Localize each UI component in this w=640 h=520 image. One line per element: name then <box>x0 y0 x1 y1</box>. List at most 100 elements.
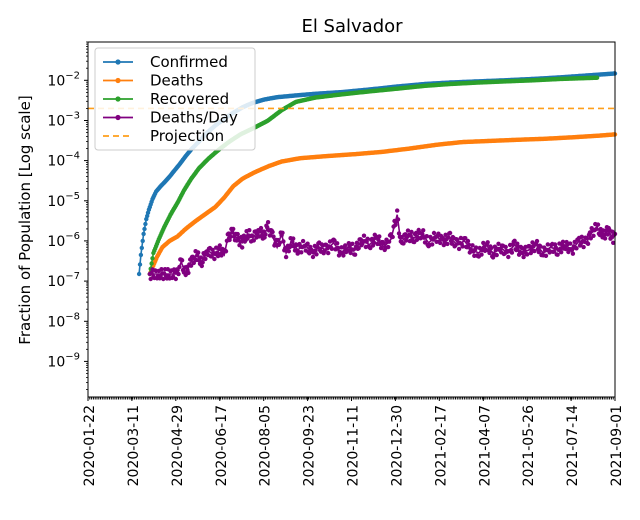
series-point <box>421 228 426 233</box>
series-point <box>534 238 540 244</box>
series-point <box>396 231 402 236</box>
series-point <box>506 254 511 260</box>
series-point <box>395 217 401 222</box>
series-point <box>199 263 204 269</box>
series-point <box>142 226 147 232</box>
series-point <box>371 240 377 245</box>
x-tick-label: 2020-08-05 <box>258 405 274 486</box>
y-tick-exponent: −5 <box>65 191 80 202</box>
series-point <box>465 238 471 244</box>
series-point <box>594 227 599 232</box>
y-tick-label: 10−6 <box>47 231 80 250</box>
y-tick-exponent: −9 <box>65 351 80 362</box>
x-tick-label: 2021-09-01 <box>609 405 625 486</box>
series-point <box>228 234 233 239</box>
x-tick-label: 2020-01-22 <box>82 405 98 486</box>
series-point <box>188 263 194 268</box>
series-point <box>150 256 155 261</box>
series-point <box>521 254 526 260</box>
legend-label: Deaths <box>150 72 203 90</box>
x-tick-label: 2020-03-11 <box>126 405 142 486</box>
x-tick-label: 2021-07-14 <box>565 405 581 486</box>
x-tick-label: 2020-06-17 <box>214 405 230 486</box>
series-point <box>231 226 236 232</box>
series-point <box>196 250 201 255</box>
y-axis-label: Fraction of Population [Log scale] <box>16 95 34 344</box>
y-tick-label: 10−5 <box>47 191 80 210</box>
series-point <box>551 249 557 254</box>
legend-marker <box>115 59 121 65</box>
series-point <box>563 246 568 252</box>
series-point <box>420 231 425 237</box>
series-point <box>386 244 391 250</box>
x-tick-label: 2021-02-17 <box>433 405 449 486</box>
series-point <box>138 252 144 258</box>
series-point <box>377 234 382 239</box>
series-point <box>485 240 490 245</box>
y-tick-label: 10−4 <box>47 151 80 170</box>
series-point <box>149 270 154 275</box>
series-point <box>460 244 465 249</box>
legend-marker <box>115 114 121 121</box>
series-point <box>198 255 204 260</box>
series-point <box>286 249 291 254</box>
series-point <box>249 233 255 238</box>
series-point <box>395 208 400 213</box>
series-point <box>283 254 289 260</box>
series-point <box>487 250 492 256</box>
series-point <box>440 236 446 241</box>
series-point <box>159 267 164 272</box>
series-point <box>137 262 143 267</box>
y-tick-exponent: −4 <box>65 151 80 162</box>
series-point <box>240 245 245 250</box>
series-point <box>390 234 395 240</box>
series-point <box>140 238 145 244</box>
chart-title: El Salvador <box>301 16 403 37</box>
series-point <box>408 233 413 238</box>
series-point <box>345 248 351 253</box>
series-point <box>591 233 596 238</box>
series-point <box>351 247 356 252</box>
series-point <box>424 234 429 239</box>
legend-item: Deaths/Day <box>103 109 238 127</box>
series-point <box>393 222 398 228</box>
series-point <box>314 252 319 257</box>
series-point <box>585 241 591 246</box>
series-point <box>191 260 196 266</box>
legend-frame <box>94 47 256 151</box>
x-tick-label: 2020-11-11 <box>346 405 362 486</box>
series-point <box>574 246 579 251</box>
x-tick-label: 2020-09-23 <box>302 405 318 486</box>
legend-label: Deaths/Day <box>150 109 238 127</box>
series-point <box>431 230 437 236</box>
legend-label: Confirmed <box>150 53 228 71</box>
series-point <box>149 261 154 266</box>
x-tick-label: 2020-12-30 <box>389 405 405 486</box>
series-point <box>536 249 541 255</box>
legend-item: Deaths <box>103 72 203 90</box>
series-point <box>560 239 566 244</box>
series-point <box>438 240 443 246</box>
series-point <box>226 231 231 236</box>
y-tick-label: 10−7 <box>47 271 80 290</box>
series-point <box>348 250 353 256</box>
series-point <box>350 241 355 246</box>
x-tick-label: 2021-05-26 <box>521 405 537 486</box>
series-point <box>329 246 334 251</box>
series-point <box>161 276 166 282</box>
series-point <box>595 222 601 227</box>
y-tick-label: 10−3 <box>47 111 80 130</box>
series-point <box>136 271 142 277</box>
plot-frame <box>87 41 616 398</box>
series-point <box>315 245 320 250</box>
series-point <box>335 241 340 246</box>
series-point <box>292 248 298 253</box>
series-point <box>219 253 224 258</box>
series-point <box>247 228 252 233</box>
x-tick-label: 2020-04-29 <box>170 405 186 486</box>
legend-marker <box>115 96 121 102</box>
series-point <box>512 238 517 243</box>
series-point <box>605 232 610 237</box>
series-point <box>528 250 533 256</box>
series-point <box>223 249 229 254</box>
